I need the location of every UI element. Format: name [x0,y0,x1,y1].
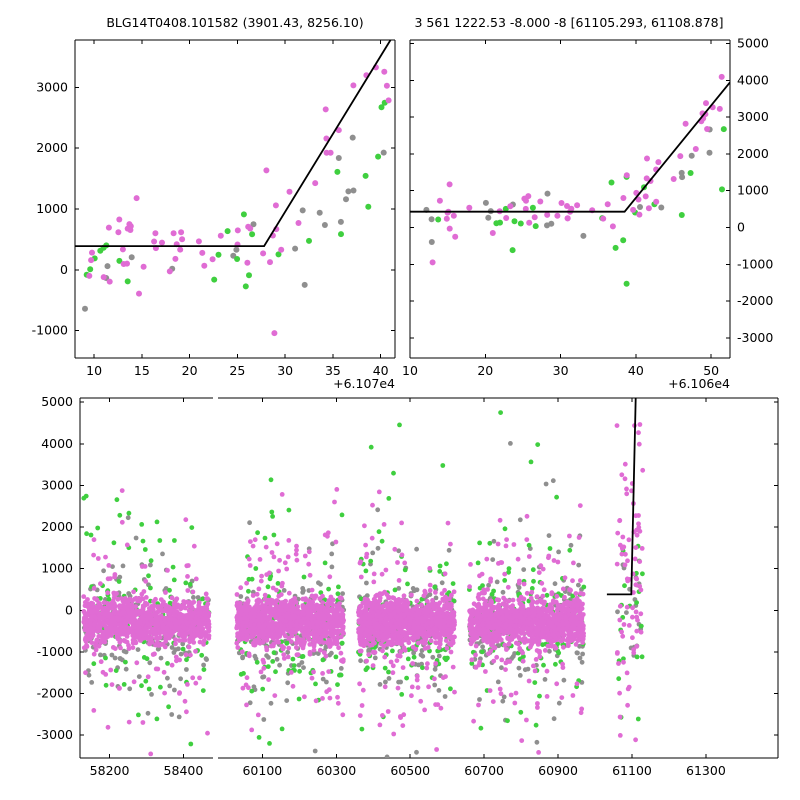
svg-text:30: 30 [277,363,293,378]
svg-text:-1000: -1000 [32,323,68,338]
svg-text:40: 40 [628,363,644,378]
bottom-left-panel-tick-labels: 58200 58400 -3000 -2000 -1000 0 1000 2000 3000 40… [37,394,204,778]
top-right-axes [409,39,731,359]
scatter-series-magenta [234,422,646,755]
x-axis-offset-left: +6.107e4 [333,376,395,391]
chart-title-left: BLG14T0408.101582 (3901.43, 8256.10) [106,15,364,30]
svg-text:20: 20 [182,363,198,378]
svg-text:0: 0 [737,219,745,234]
svg-text:20: 20 [477,363,493,378]
svg-text:2000: 2000 [36,140,68,155]
svg-text:10: 10 [86,363,102,378]
top-right-tick-labels: 10 20 30 40 50 -3000 -2000 -1000 0 1000 2000 3000 40… [402,36,773,378]
svg-text:15: 15 [134,363,150,378]
bottom-right-panel-tick-labels: 60100 60300 60500 60700 60900 61100 61300 [242,763,725,778]
scatter-series-gray [423,126,713,245]
svg-text:-3000: -3000 [737,330,773,345]
scatter-series-green [83,99,388,290]
svg-text:-1000: -1000 [737,256,773,271]
scatter-series-magenta [429,73,725,266]
top-left-model-line [75,40,392,247]
x-axis-offset-right: +6.106e4 [668,376,730,391]
svg-text:61300: 61300 [686,763,726,778]
svg-text:4000: 4000 [737,72,769,87]
scatter-series-green [235,410,645,746]
svg-text:40: 40 [373,363,389,378]
svg-text:1000: 1000 [41,561,73,576]
svg-text:3000: 3000 [36,79,68,94]
svg-text:4000: 4000 [41,436,73,451]
top-right-model-line [410,81,730,213]
svg-text:3000: 3000 [737,109,769,124]
svg-text:0: 0 [65,602,73,617]
svg-text:25: 25 [229,363,245,378]
bottom-model-line [606,398,637,596]
svg-text:1000: 1000 [737,183,769,198]
svg-text:5000: 5000 [41,394,73,409]
svg-text:-2000: -2000 [737,293,773,308]
svg-text:60300: 60300 [316,763,356,778]
top-left-axes [74,39,396,359]
scatter-series-green [435,126,727,287]
svg-text:3000: 3000 [41,477,73,492]
svg-text:60700: 60700 [464,763,504,778]
svg-text:60100: 60100 [242,763,282,778]
svg-text:61100: 61100 [612,763,652,778]
svg-text:0: 0 [60,262,68,277]
svg-text:2000: 2000 [737,146,769,161]
chart-title-right: 3 561 1222.53 -8.000 -8 [61105.293, 6110… [414,15,724,30]
svg-text:10: 10 [402,363,418,378]
svg-text:5000: 5000 [737,36,769,51]
svg-text:30: 30 [553,363,569,378]
svg-text:60900: 60900 [538,763,578,778]
svg-text:-2000: -2000 [37,685,73,700]
scatter-series-magenta [81,488,212,757]
svg-text:58400: 58400 [164,763,204,778]
svg-text:58200: 58200 [90,763,130,778]
bottom-right-panel-axes [218,397,779,759]
svg-text:60500: 60500 [390,763,430,778]
svg-text:1000: 1000 [36,201,68,216]
svg-text:2000: 2000 [41,519,73,534]
top-left-tick-labels: 10 15 20 25 30 35 40 -1000 0 1000 2000 3000 [32,79,389,378]
svg-text:50: 50 [703,363,719,378]
bottom-left-panel-axes [79,397,213,759]
svg-text:35: 35 [325,363,341,378]
svg-text:-3000: -3000 [37,727,73,742]
scatter-series-gray [82,134,387,312]
svg-text:-1000: -1000 [37,644,73,659]
